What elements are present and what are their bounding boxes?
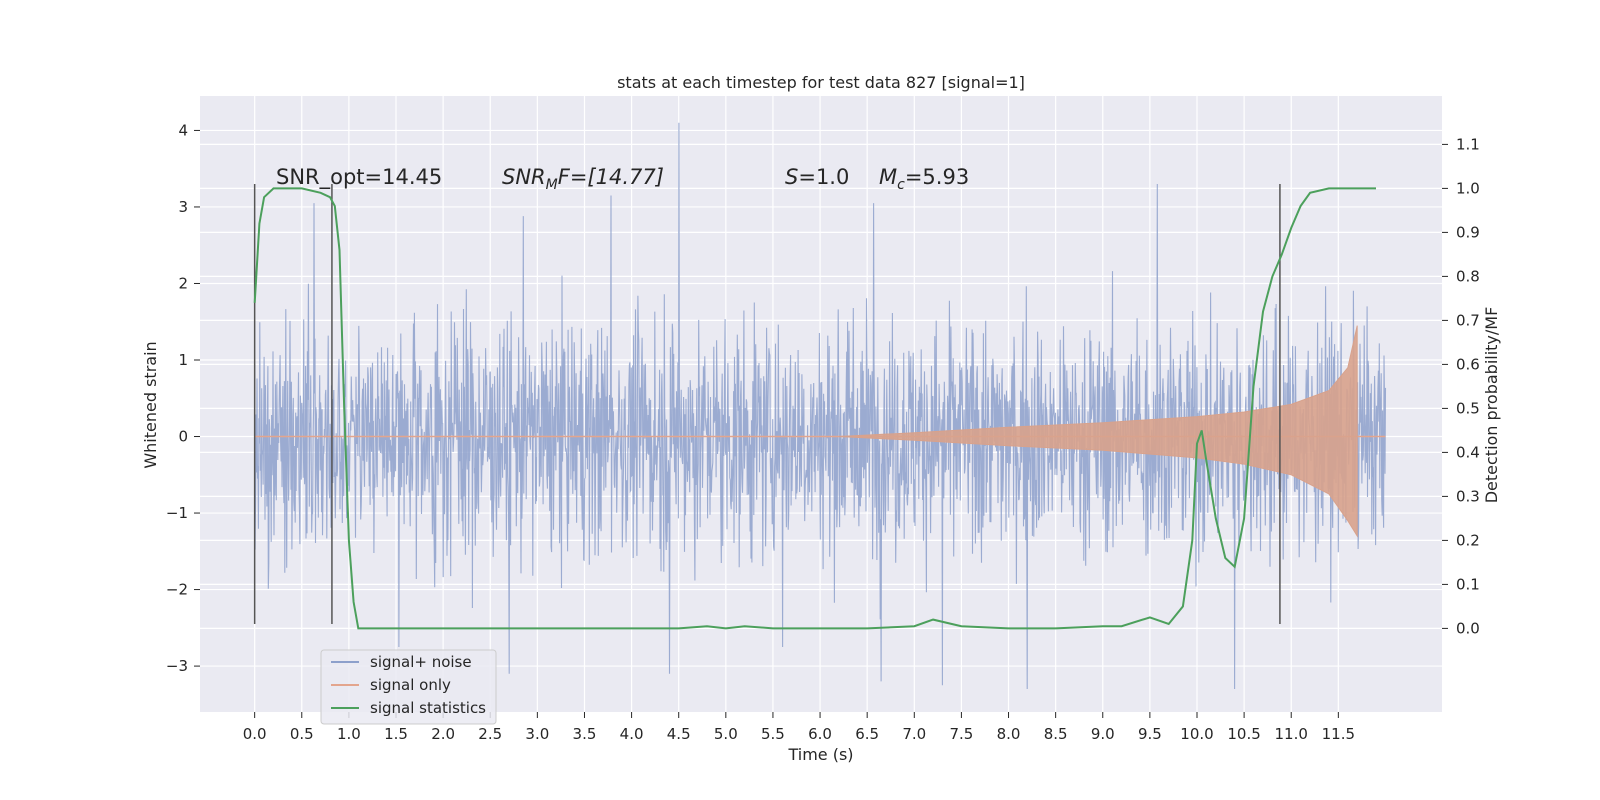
x-tick-label: 9.5 [1138,725,1162,743]
x-tick-label: 3.0 [525,725,549,743]
y-axis-ticks: 4 3 2 1 0 −1 −2 −3 [166,121,200,675]
legend-label-signal-only: signal only [370,676,451,694]
annotation-snr-mf: SNRMF=[14.77] [502,165,664,193]
y2-axis-ticks: 1.1 1.0 0.9 0.8 0.7 0.6 0.5 0.4 0.3 0.2 0.1 0.0 [1442,135,1480,637]
annotation-s-symbol: S [785,165,798,189]
chart-title: stats at each timestep for test data 827… [617,73,1025,92]
y-tick-label: −1 [166,504,188,522]
y-tick-label: −3 [166,657,188,675]
annotation-snr-mf-symbol: SNR [502,165,546,189]
y2-tick-label: 0.6 [1456,355,1480,373]
x-tick-label: 8.5 [1044,725,1068,743]
x-tick-label: 8.0 [997,725,1021,743]
y2-tick-label: 1.0 [1456,179,1480,197]
y-tick-label: 2 [178,274,188,292]
x-tick-label: 5.5 [761,725,785,743]
series-signal-statistics [253,187,1376,630]
series-signal-noise [254,122,1387,690]
x-tick-label: 6.5 [855,725,879,743]
annotation-snr-opt: SNR_opt=14.45 [276,165,442,190]
x-tick-label: 7.0 [902,725,926,743]
x-tick-label: 3.5 [573,725,597,743]
annotation-snr-mf-value: F=[14.77] [558,165,664,189]
legend-label-signal-statistics: signal statistics [370,699,486,717]
y-tick-label: −2 [166,581,188,599]
y2-tick-label: 1.1 [1456,135,1480,153]
annotation-mc: Mc=5.93 [879,165,969,193]
x-tick-label: 1.0 [337,725,361,743]
y2-tick-label: 0.9 [1456,223,1480,241]
x-tick-label: 11.5 [1322,725,1355,743]
y2-tick-label: 0.8 [1456,267,1480,285]
annotation-s: S=1.0 [785,165,849,189]
y2-tick-label: 0.5 [1456,399,1480,417]
legend: signal+ noise signal only signal statist… [320,649,497,725]
x-tick-label: 0.0 [243,725,267,743]
x-tick-label: 2.0 [431,725,455,743]
y-tick-label: 3 [178,198,188,216]
x-tick-label: 7.5 [949,725,973,743]
x-axis-ticks: 0.0 0.5 1.0 1.5 2.0 2.5 3.0 3.5 4.0 4.5 5.0 5.5 6.0 6… [243,712,1355,743]
y-tick-label: 4 [178,121,188,139]
annotation-snr-mf-subscript: M [546,177,558,193]
x-tick-label: 10.5 [1227,725,1260,743]
y2-tick-label: 0.2 [1456,531,1480,549]
y2-tick-label: 0.4 [1456,443,1480,461]
x-tick-label: 0.5 [290,725,314,743]
annotation-s-value: =1.0 [798,165,849,189]
x-tick-label: 6.0 [808,725,832,743]
x-tick-label: 5.0 [714,725,738,743]
annotation-mc-symbol: M [879,165,897,189]
y-tick-label: 0 [178,428,188,446]
annotation-mc-subscript: c [897,177,905,193]
y2-tick-label: 0.1 [1456,575,1480,593]
annotation-mc-value: =5.93 [905,165,969,189]
signal-only-chirp [838,325,1358,538]
x-tick-label: 4.0 [620,725,644,743]
x-tick-label: 9.0 [1091,725,1115,743]
y2-tick-label: 0.0 [1456,619,1480,637]
x-tick-label: 2.5 [478,725,502,743]
signal-noise-line [254,122,1387,690]
x-tick-label: 1.5 [384,725,408,743]
y2-tick-label: 0.3 [1456,487,1480,505]
y-tick-label: 1 [178,351,188,369]
x-tick-label: 10.0 [1180,725,1213,743]
x-tick-label: 11.0 [1275,725,1308,743]
y2-tick-label: 0.7 [1456,311,1480,329]
legend-box [320,649,497,725]
y2-axis-label: Detection probability/MF [1482,307,1501,504]
x-tick-label: 4.5 [667,725,691,743]
x-axis-label: Time (s) [787,745,853,764]
y-axis-label: Whitened strain [141,341,160,468]
signal-statistics-line [253,187,1376,630]
series-signal-only [254,325,1386,538]
legend-label-signal-noise: signal+ noise [370,653,472,671]
